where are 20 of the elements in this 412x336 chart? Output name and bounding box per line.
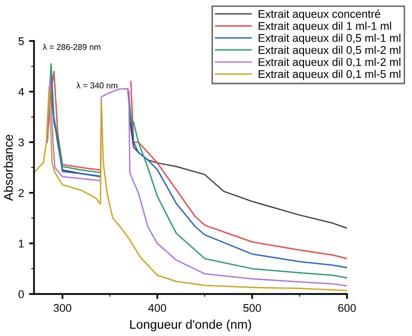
- y-tick-label: 3: [18, 138, 24, 146]
- x-tick-label: 300: [54, 304, 72, 312]
- x-tick-label: 500: [243, 304, 261, 312]
- x-tick-label: 400: [148, 304, 166, 312]
- x-axis-title: Longueur d'onde (nm): [130, 320, 252, 332]
- legend-label: Extrait aqueux concentré: [258, 10, 380, 20]
- x-tick-label: 600: [338, 304, 356, 312]
- legend-label: Extrait aqueux dil 1 ml-1 ml: [258, 22, 392, 32]
- y-axis-title: Absorbance: [4, 134, 13, 201]
- annotation: λ = 286-289 nm: [42, 44, 100, 50]
- y-tick-label: 5: [18, 37, 24, 46]
- annotation: λ = 340 nm: [76, 82, 118, 88]
- legend-label: Extrait aqueux dil 0,5 ml-1 ml: [258, 34, 400, 44]
- y-tick-label: 1: [18, 240, 24, 248]
- legend-label: Extrait aqueux dil 0,1 ml-2 ml: [258, 58, 400, 68]
- legend-label: Extrait aqueux dil 0,5 ml-2 ml: [258, 46, 400, 56]
- y-tick-label: 0: [18, 290, 24, 298]
- y-tick-label: 4: [18, 88, 24, 96]
- y-tick-label: 2: [18, 189, 24, 197]
- legend-label: Extrait aqueux dil 0,1 ml-5 ml: [258, 70, 400, 80]
